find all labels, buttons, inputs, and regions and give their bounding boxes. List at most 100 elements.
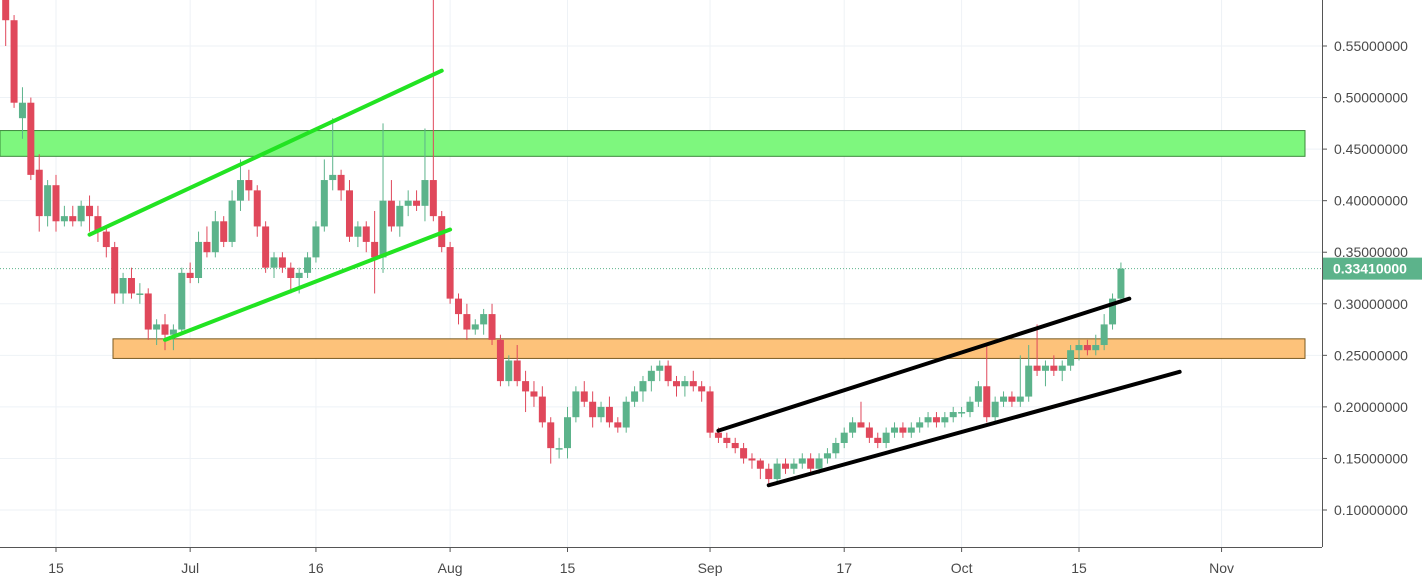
candle-body (513, 360, 521, 382)
y-tick-label: 0.10000000 (1334, 502, 1408, 518)
candle (631, 386, 639, 407)
x-tick-label: Sep (698, 560, 723, 576)
candle (1033, 324, 1041, 376)
candle-body (916, 422, 924, 428)
candle (530, 381, 538, 407)
candle-body (974, 386, 982, 402)
y-tick-label: 0.40000000 (1334, 193, 1408, 209)
candle-body (337, 174, 345, 191)
candle (1117, 262, 1125, 304)
candle-body (1050, 365, 1058, 371)
candle (136, 283, 144, 304)
candle-body (664, 365, 672, 382)
candle-body (127, 278, 135, 294)
candle-body (1067, 350, 1075, 366)
candle-body (538, 396, 546, 423)
candle-body (597, 406, 605, 418)
candle-body (136, 293, 144, 295)
candle-body (580, 391, 588, 402)
black-channel-upper (716, 296, 1132, 433)
candle (849, 417, 857, 438)
candle-body (656, 365, 664, 371)
candle (656, 360, 664, 382)
candle (765, 463, 773, 485)
candle-body (1075, 345, 1083, 351)
candle-body (891, 427, 899, 433)
candle (932, 412, 940, 428)
candle-body (874, 437, 882, 443)
candle-body (857, 422, 865, 428)
candle (86, 195, 94, 232)
candle-body (421, 180, 429, 206)
candle-body (907, 427, 915, 433)
candle-body (102, 231, 110, 248)
green-channel-upper (87, 68, 444, 237)
candle (1008, 391, 1016, 407)
price-zones (0, 130, 1306, 359)
candle-body (496, 339, 504, 382)
candle-body (1016, 396, 1024, 402)
candle-body (27, 102, 35, 175)
candle-body (622, 401, 630, 428)
candle (1075, 339, 1083, 361)
candles (2, 0, 1125, 485)
candle (27, 97, 35, 181)
resistance-zone (0, 130, 1306, 157)
candle-body (10, 20, 18, 103)
candle-body (119, 278, 127, 294)
candle (983, 345, 991, 423)
candle (538, 386, 546, 428)
candle (178, 267, 186, 335)
candle-body (505, 360, 513, 382)
candle-body (111, 247, 119, 294)
candle-body (1058, 365, 1066, 371)
candle (304, 252, 312, 278)
candle-body (673, 381, 681, 387)
y-tick-label: 0.15000000 (1334, 450, 1408, 466)
candle (597, 401, 605, 423)
candle (421, 128, 429, 222)
candle-body (295, 272, 303, 278)
candle-body (1109, 298, 1117, 325)
candle (488, 303, 496, 346)
candle (236, 159, 244, 211)
candle (270, 252, 278, 278)
candle (480, 308, 488, 335)
candle-body (471, 324, 479, 330)
candle (924, 412, 932, 428)
candle (974, 381, 982, 407)
candle (580, 381, 588, 407)
candle (203, 226, 211, 258)
candle (1041, 360, 1049, 387)
candle (1000, 391, 1008, 407)
candle (706, 386, 714, 438)
candle-body (756, 460, 764, 469)
candle-body (396, 205, 404, 227)
candle (798, 453, 806, 469)
candle (522, 370, 530, 413)
candle (991, 396, 999, 423)
candle-body (572, 391, 580, 418)
candle-body (748, 458, 756, 461)
candle (740, 442, 748, 464)
candle-body (714, 432, 722, 438)
candle-body (60, 216, 68, 222)
y-tick-label: 0.30000000 (1334, 296, 1408, 312)
candle-body (807, 458, 815, 469)
candle (371, 210, 379, 294)
candle (807, 453, 815, 474)
candle-body (86, 205, 94, 217)
candle (69, 205, 77, 227)
candle (1083, 339, 1091, 356)
candle-body (77, 205, 85, 222)
candle-body (1083, 345, 1091, 351)
x-tick-label: Jul (181, 560, 199, 576)
candle (127, 267, 135, 299)
candle (564, 406, 571, 459)
candle (404, 190, 412, 217)
candle (44, 180, 52, 227)
y-tick-label: 0.20000000 (1334, 399, 1408, 415)
candle-body (312, 226, 320, 258)
candle-body (220, 221, 228, 242)
